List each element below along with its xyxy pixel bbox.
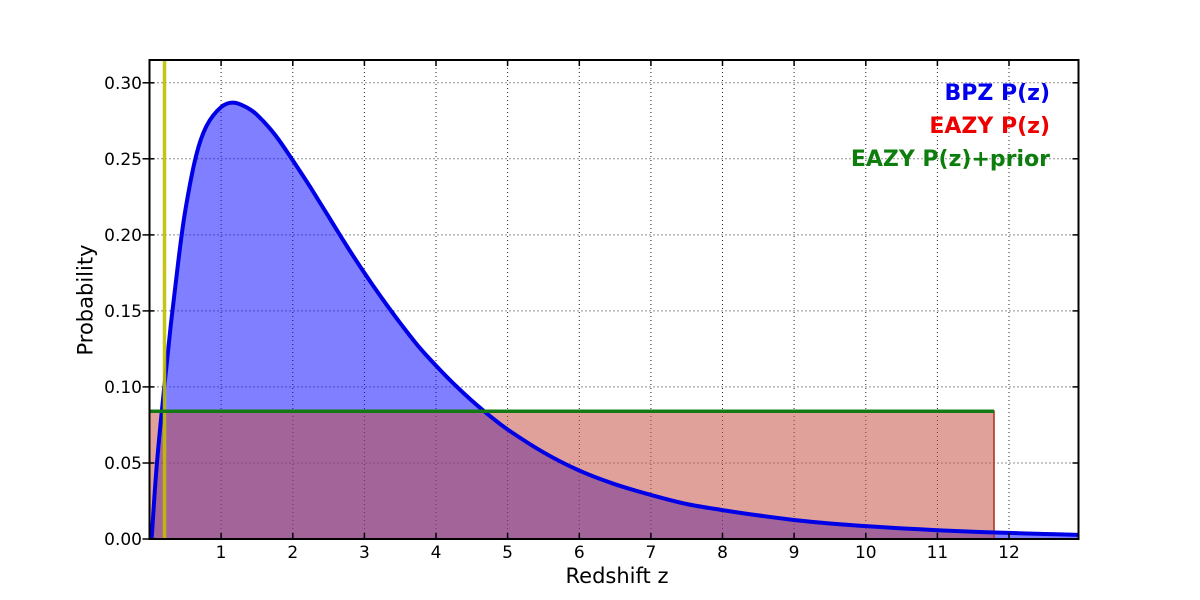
legend-item-bpz: BPZ P(z) [944, 81, 1050, 106]
y-tick-label: 0.20 [104, 226, 142, 246]
x-tick-label: 6 [574, 543, 585, 563]
y-tick-label: 0.10 [104, 378, 142, 398]
y-tick-label: 0.15 [104, 302, 142, 322]
x-tick-label: 1 [216, 543, 227, 563]
eazy-pz-box [149, 410, 995, 539]
x-tick-label: 9 [789, 543, 800, 563]
y-axis-label: Probability [73, 244, 98, 356]
x-tick-label: 12 [998, 543, 1020, 563]
x-tick-label: 8 [717, 543, 728, 563]
y-tick-label: 0.25 [104, 150, 142, 170]
x-tick-label: 2 [287, 543, 298, 563]
x-tick-label: 5 [502, 543, 513, 563]
x-axis-label: Redshift z [565, 564, 669, 588]
axes-spines [148, 59, 1080, 540]
x-tick-label: 10 [855, 543, 877, 563]
x-tick-label: 11 [927, 543, 949, 563]
bpz-pz-curve [149, 100, 1079, 539]
y-tick-label: 0.30 [104, 74, 142, 94]
legend-item-eazy: EAZY P(z) [929, 114, 1050, 139]
y-tick-label: 0.05 [104, 454, 142, 474]
legend-item-eazy-prior: EAZY P(z)+prior [850, 147, 1050, 172]
x-tick-label: 4 [431, 543, 442, 563]
x-tick-label: 7 [645, 543, 656, 563]
y-tick-label: 0.00 [104, 530, 142, 550]
x-tick-label: 3 [359, 543, 370, 563]
